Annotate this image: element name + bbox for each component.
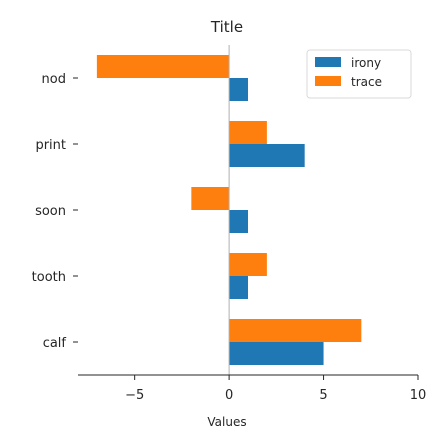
y-tick-label: calf xyxy=(43,336,67,351)
legend-label-trace: trace xyxy=(351,75,382,89)
legend-swatch-trace xyxy=(315,76,341,86)
bar-trace-soon xyxy=(191,187,230,210)
bar-irony-nod xyxy=(229,78,248,101)
axes-group: calf tooth soon print nod −5 0 5 10 xyxy=(32,45,427,403)
legend: irony trace xyxy=(306,49,412,99)
bar-irony-soon xyxy=(229,210,248,233)
bar-irony-print xyxy=(229,144,305,167)
x-axis-label: Values xyxy=(207,415,246,429)
x-tick-label: −5 xyxy=(125,388,144,403)
y-tick-label: tooth xyxy=(32,270,66,285)
bar-trace-print xyxy=(229,121,267,144)
x-tick-label: 5 xyxy=(319,388,327,403)
x-tick-label: 10 xyxy=(410,388,427,403)
y-tick-label: nod xyxy=(42,72,66,87)
legend-label-irony: irony xyxy=(351,56,381,70)
chart-title: Title xyxy=(210,18,243,36)
bar-trace-calf xyxy=(229,319,362,342)
x-tick-label: 0 xyxy=(225,388,233,403)
bar-irony-calf xyxy=(229,342,324,365)
bar-trace-tooth xyxy=(229,253,267,276)
bars-group xyxy=(96,55,362,365)
y-tick-label: soon xyxy=(35,204,66,219)
bar-trace-nod xyxy=(96,55,230,78)
bar-irony-tooth xyxy=(229,276,248,299)
y-tick-label: print xyxy=(35,138,66,153)
legend-swatch-irony xyxy=(315,57,341,67)
